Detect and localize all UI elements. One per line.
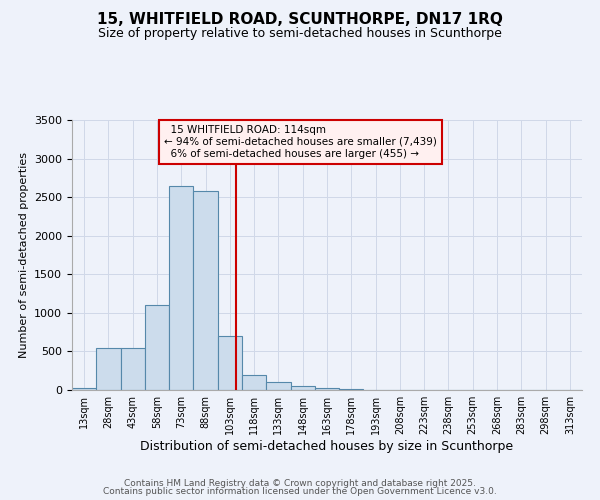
Bar bbox=[96, 348, 121, 390]
Bar bbox=[339, 389, 364, 390]
Text: Contains public sector information licensed under the Open Government Licence v3: Contains public sector information licen… bbox=[103, 487, 497, 496]
Bar bbox=[145, 305, 169, 390]
Bar bbox=[193, 191, 218, 390]
Text: 15 WHITFIELD ROAD: 114sqm
← 94% of semi-detached houses are smaller (7,439)
  6%: 15 WHITFIELD ROAD: 114sqm ← 94% of semi-… bbox=[164, 126, 437, 158]
Text: 15, WHITFIELD ROAD, SCUNTHORPE, DN17 1RQ: 15, WHITFIELD ROAD, SCUNTHORPE, DN17 1RQ bbox=[97, 12, 503, 28]
Bar bbox=[218, 336, 242, 390]
Text: Contains HM Land Registry data © Crown copyright and database right 2025.: Contains HM Land Registry data © Crown c… bbox=[124, 478, 476, 488]
Bar bbox=[315, 388, 339, 390]
Bar bbox=[121, 348, 145, 390]
Bar bbox=[169, 186, 193, 390]
Bar bbox=[266, 382, 290, 390]
Bar bbox=[290, 386, 315, 390]
Bar bbox=[242, 374, 266, 390]
Text: Size of property relative to semi-detached houses in Scunthorpe: Size of property relative to semi-detach… bbox=[98, 28, 502, 40]
Y-axis label: Number of semi-detached properties: Number of semi-detached properties bbox=[19, 152, 29, 358]
X-axis label: Distribution of semi-detached houses by size in Scunthorpe: Distribution of semi-detached houses by … bbox=[140, 440, 514, 453]
Bar bbox=[72, 388, 96, 390]
